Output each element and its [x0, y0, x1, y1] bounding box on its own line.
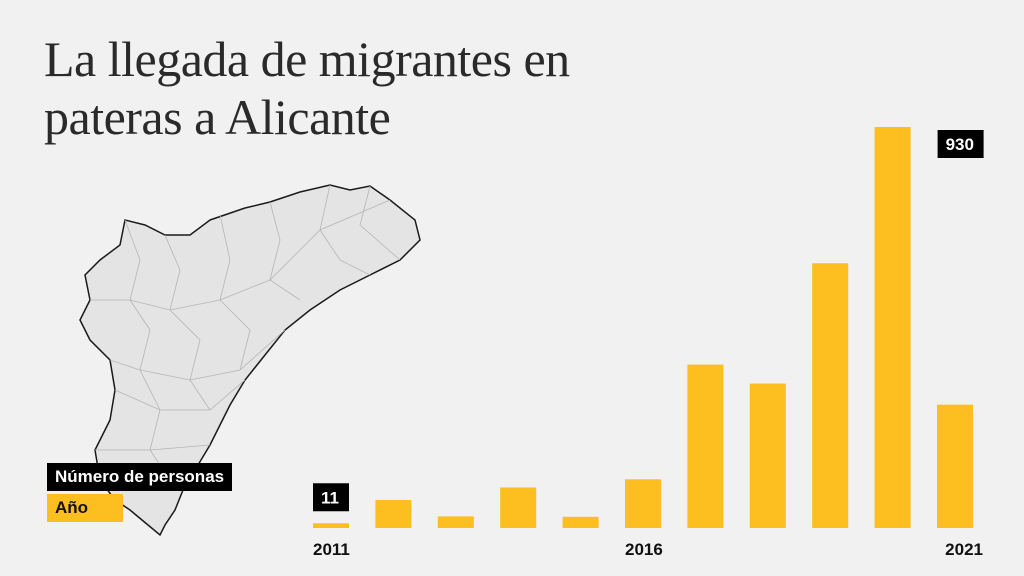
chart-title: La llegada de migrantes en pateras a Ali… — [44, 31, 570, 145]
data-label-bg — [937, 130, 984, 158]
x-tick-label: 2011 — [313, 540, 350, 559]
alicante-map — [79, 184, 421, 537]
data-label: 11 — [321, 488, 339, 507]
x-tick-label: 2016 — [625, 540, 663, 559]
bar-2018 — [749, 383, 786, 528]
bar-2012 — [375, 499, 412, 528]
bar-2016 — [625, 479, 661, 528]
legend-value-label: Número de personas — [47, 463, 233, 491]
bar-2015 — [562, 516, 599, 528]
bar-2011 — [313, 523, 349, 528]
x-tick-label: 2021 — [945, 540, 983, 559]
bar-2021 — [937, 404, 973, 528]
data-label: 930 — [946, 135, 974, 154]
legend-year-label: Año — [47, 494, 123, 522]
bar-2017 — [687, 364, 724, 528]
bar-2019 — [812, 263, 849, 528]
data-label-bg — [313, 483, 349, 512]
bar-2013 — [437, 516, 474, 528]
bar-2014 — [500, 487, 537, 528]
bar-2020 — [874, 127, 911, 528]
